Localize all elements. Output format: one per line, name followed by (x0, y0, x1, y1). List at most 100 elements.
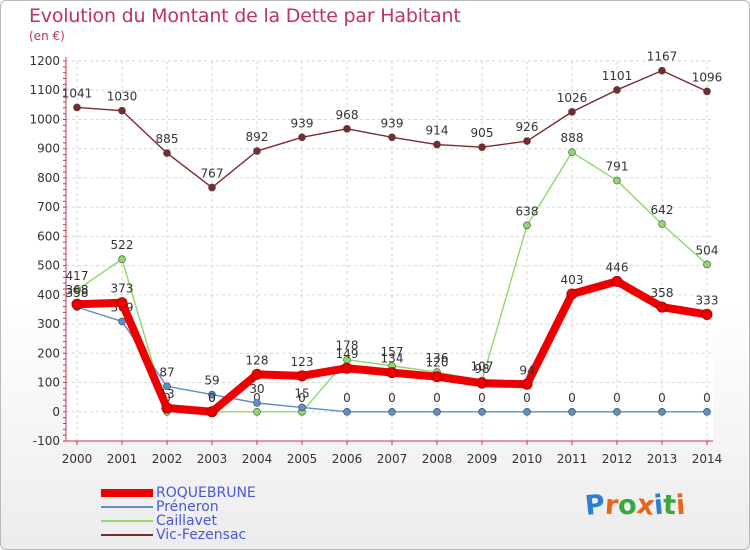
data-label-caillavet: 157 (381, 345, 404, 359)
data-point-vic-fezensac (208, 183, 216, 192)
y-tick-label: 0 (52, 405, 60, 419)
y-tick-label: 200 (37, 346, 60, 360)
data-point-preneron (523, 407, 531, 416)
data-point-vic-fezensac (253, 147, 261, 155)
data-point-roquebrune (566, 288, 578, 300)
data-label-caillavet: 791 (606, 160, 629, 174)
data-label-caillavet: 888 (561, 131, 584, 145)
y-tick-label: 1200 (29, 54, 60, 68)
data-label-caillavet: 642 (651, 203, 674, 217)
legend-swatch-roquebrune (101, 489, 153, 497)
y-tick-label: 600 (37, 229, 60, 243)
data-point-preneron (118, 317, 126, 326)
x-tick-label: 2008 (422, 452, 453, 466)
data-point-preneron (253, 399, 261, 407)
data-label-vic-fezensac: 905 (471, 126, 494, 140)
data-label-caillavet: 107 (471, 359, 494, 373)
data-point-caillavet (568, 148, 576, 156)
data-point-roquebrune (611, 275, 623, 287)
legend-swatch-vic-fezensac (101, 534, 153, 536)
data-label-caillavet: 638 (516, 204, 539, 218)
data-point-vic-fezensac (343, 125, 351, 133)
y-tick-label: 800 (37, 171, 60, 185)
data-label-roquebrune: 98 (474, 362, 489, 376)
logo-letter: P (583, 489, 607, 522)
data-label-roquebrune: 403 (561, 273, 584, 287)
data-label-vic-fezensac: 885 (156, 132, 179, 146)
data-point-preneron (298, 403, 306, 412)
data-point-caillavet (253, 407, 261, 416)
x-tick-label: 2010 (512, 452, 543, 466)
data-label-caillavet: 0 (298, 391, 306, 405)
data-point-vic-fezensac (163, 149, 171, 157)
data-label-vic-fezensac: 968 (336, 108, 359, 122)
data-label-preneron: 15 (294, 386, 309, 400)
data-point-roquebrune (521, 378, 533, 390)
y-tick-label: 1100 (29, 83, 60, 97)
grid-group: -100010020030040050060070080090010001100… (29, 54, 722, 466)
x-tick-label: 2014 (692, 452, 723, 466)
plot-area (66, 61, 713, 441)
data-label-roquebrune: 128 (246, 353, 269, 367)
series-vic-fezensac: 1041 1030 885 767 892 939 968 939 914 905 926 1026 1… (62, 50, 722, 192)
data-label-vic-fezensac: 939 (291, 116, 314, 130)
data-label-preneron: 0 (613, 391, 621, 405)
data-point-preneron (658, 407, 666, 416)
data-point-vic-fezensac (568, 108, 576, 116)
logo-letter: i (675, 489, 687, 522)
data-point-vic-fezensac (658, 66, 666, 75)
data-point-caillavet (523, 221, 531, 230)
legend-label-caillavet: Caillavet (156, 513, 217, 529)
data-label-caillavet: 417 (66, 269, 89, 283)
data-point-roquebrune (251, 368, 263, 380)
data-label-roquebrune: 373 (111, 282, 134, 296)
data-label-preneron: 0 (433, 391, 441, 405)
data-label-vic-fezensac: 1101 (602, 69, 633, 83)
x-tick-label: 2003 (197, 452, 228, 466)
data-point-vic-fezensac (523, 137, 531, 145)
data-label-vic-fezensac: 1030 (107, 90, 138, 104)
data-label-roquebrune: 120 (426, 356, 449, 370)
legend-label-roquebrune: ROQUEBRUNE (156, 485, 256, 501)
data-label-preneron: 59 (204, 374, 219, 388)
y-tick-label: 1000 (29, 112, 60, 126)
data-label-caillavet: 178 (336, 339, 359, 353)
data-point-roquebrune (656, 301, 668, 313)
legend-swatch-caillavet (101, 520, 153, 522)
data-point-roquebrune (341, 362, 353, 374)
data-point-caillavet (703, 260, 711, 269)
data-label-vic-fezensac: 926 (516, 120, 539, 134)
data-label-roquebrune: 94 (519, 363, 534, 377)
legend-label-preneron: Préneron (156, 499, 219, 515)
y-tick-label: 500 (37, 259, 60, 273)
proxiti-logo: Proxiti (583, 489, 687, 522)
data-label-vic-fezensac: 1026 (557, 91, 588, 105)
x-tick-label: 2004 (242, 452, 273, 466)
data-point-preneron (208, 390, 216, 399)
data-label-roquebrune: 13 (159, 387, 174, 401)
data-label-preneron: 87 (159, 365, 174, 379)
data-point-vic-fezensac (703, 87, 711, 96)
data-point-preneron (163, 382, 171, 391)
data-point-roquebrune (161, 402, 173, 414)
data-label-vic-fezensac: 914 (426, 124, 449, 138)
data-point-caillavet (658, 220, 666, 228)
data-label-roquebrune: 333 (696, 293, 719, 307)
data-label-preneron: 358 (66, 286, 89, 300)
data-point-preneron (388, 407, 396, 416)
data-point-roquebrune (71, 298, 83, 310)
data-label-vic-fezensac: 1041 (62, 86, 93, 100)
data-point-vic-fezensac (118, 106, 126, 115)
data-point-roquebrune (386, 367, 398, 379)
data-label-roquebrune: 149 (336, 347, 359, 361)
data-label-preneron: 0 (478, 391, 486, 405)
data-point-preneron (433, 407, 441, 416)
x-tick-label: 2013 (647, 452, 678, 466)
data-point-vic-fezensac (298, 133, 306, 142)
data-label-roquebrune: 446 (606, 260, 629, 274)
data-point-roquebrune (296, 370, 308, 382)
data-label-preneron: 0 (568, 391, 576, 405)
